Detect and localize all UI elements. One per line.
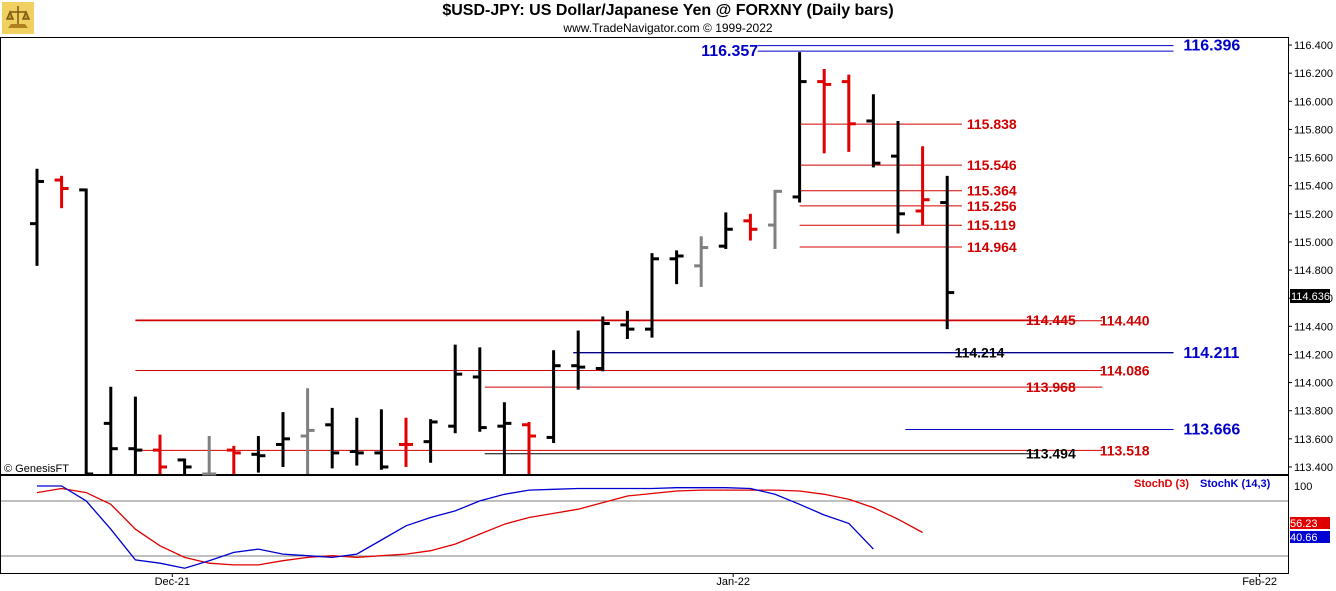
y-tick-label-10: 114.400 bbox=[1294, 321, 1333, 333]
y-tick-label-3: 115.800 bbox=[1294, 124, 1333, 136]
ohlc-bar-23 bbox=[595, 316, 610, 372]
stoch-series-0 bbox=[36, 487, 923, 566]
level-label-11: 114.211 bbox=[1183, 345, 1239, 362]
ohlc-bar-26 bbox=[669, 250, 684, 285]
stochastic-panel: 100 bbox=[36, 481, 1312, 569]
ohlc-bar-15 bbox=[399, 417, 413, 467]
ohlc-bar-10 bbox=[276, 412, 290, 467]
level-label-3: 115.546 bbox=[967, 157, 1017, 173]
level-label-8: 114.445 bbox=[1026, 312, 1076, 328]
ohlc-bar-1 bbox=[54, 175, 69, 209]
ohlc-bar-20 bbox=[522, 421, 536, 474]
level-labels: 116.357 116.396 115.838 115.546 115.364115.2… bbox=[701, 38, 1240, 462]
y-tick-label-5: 115.400 bbox=[1294, 181, 1333, 193]
ohlc-bar-18 bbox=[472, 347, 487, 432]
level-label-13: 113.968 bbox=[1026, 379, 1076, 395]
level-label-10: 114.214 bbox=[955, 344, 1005, 360]
ohlc-bar-36 bbox=[915, 146, 930, 226]
ohlc-bar-6 bbox=[177, 458, 192, 474]
y-tick-label-7: 115.000 bbox=[1294, 237, 1333, 249]
ohlc-bar-8 bbox=[226, 445, 241, 474]
ohlc-bar-19 bbox=[497, 402, 512, 474]
ohlc-bar-11 bbox=[300, 388, 315, 474]
level-label-15: 113.518 bbox=[1100, 442, 1150, 458]
ohlc-bar-25 bbox=[645, 253, 659, 338]
last-price-box: 114.636 bbox=[1290, 289, 1330, 303]
stochk-last-value: 40.66 bbox=[1290, 532, 1318, 544]
stoch-y-tick-label-0: 100 bbox=[1294, 481, 1312, 493]
price-y-axis: 116.400 116.200 116.000 115.800 115.600 115.4… bbox=[1288, 40, 1333, 474]
ohlc-bar-35 bbox=[891, 120, 905, 234]
stoch-series-1 bbox=[37, 485, 874, 569]
level-label-1: 116.396 bbox=[1183, 38, 1240, 55]
y-tick-label-12: 114.000 bbox=[1294, 378, 1333, 390]
y-tick-label-8: 114.800 bbox=[1294, 265, 1333, 277]
ohlc-bar-21 bbox=[546, 350, 561, 444]
ohlc-bar-9 bbox=[251, 436, 266, 473]
ohlc-bar-16 bbox=[423, 419, 438, 463]
chart-header: $USD-JPY: US Dollar/Japanese Yen @ FORXN… bbox=[0, 0, 1336, 37]
x-tick-label-1: Jan-22 bbox=[716, 576, 750, 588]
level-label-7: 114.964 bbox=[967, 239, 1017, 255]
x-axis: Dec-21 Jan-22 Feb-22 bbox=[155, 573, 1277, 588]
price-panel-frame bbox=[0, 37, 1289, 475]
stoch-value-boxes: 56.23 40.66 bbox=[1290, 517, 1330, 544]
ohlc-bar-29 bbox=[743, 213, 758, 241]
stochd-legend-label: StochD (3) bbox=[1134, 478, 1189, 490]
stoch-legend: StochD (3) StochK (14,3) bbox=[1134, 478, 1271, 490]
ohlc-bar-0 bbox=[30, 168, 44, 266]
chart-title: $USD-JPY: US Dollar/Japanese Yen @ FORXN… bbox=[442, 2, 894, 19]
level-label-9: 114.440 bbox=[1100, 313, 1150, 329]
genesisft-watermark: © GenesisFT bbox=[4, 463, 69, 475]
y-tick-label-1: 116.200 bbox=[1294, 68, 1333, 80]
y-tick-label-11: 114.200 bbox=[1294, 349, 1333, 361]
y-tick-label-13: 113.800 bbox=[1294, 406, 1333, 418]
y-tick-label-0: 116.400 bbox=[1294, 40, 1333, 52]
level-label-14: 113.666 bbox=[1183, 422, 1240, 439]
price-bars bbox=[30, 52, 955, 476]
level-label-12: 114.086 bbox=[1100, 362, 1150, 378]
ohlc-bar-17 bbox=[448, 344, 463, 434]
ohlc-bar-12 bbox=[325, 407, 340, 469]
ohlc-bar-32 bbox=[817, 68, 832, 154]
level-label-5: 115.256 bbox=[967, 198, 1017, 214]
ohlc-bar-3 bbox=[103, 386, 118, 474]
level-label-16: 113.494 bbox=[1026, 446, 1076, 462]
ohlc-bar-4 bbox=[128, 396, 143, 474]
x-tick-label-2: Feb-22 bbox=[1242, 576, 1277, 588]
chart-frames bbox=[0, 37, 1289, 574]
ohlc-bar-22 bbox=[571, 330, 586, 390]
ohlc-bar-37 bbox=[940, 175, 955, 330]
stoch-panel-frame bbox=[0, 475, 1289, 574]
level-label-4: 115.364 bbox=[967, 183, 1017, 199]
last-price-label: 114.636 bbox=[1291, 291, 1330, 303]
stochd-last-value: 56.23 bbox=[1290, 518, 1318, 530]
ohlc-bar-7 bbox=[202, 436, 217, 476]
level-label-6: 115.119 bbox=[967, 217, 1016, 233]
y-tick-label-14: 113.600 bbox=[1294, 434, 1333, 446]
ohlc-bar-24 bbox=[620, 310, 635, 339]
ohlc-bar-30 bbox=[768, 189, 782, 249]
y-tick-label-15: 113.400 bbox=[1294, 462, 1333, 474]
trade-navigator-logo-icon bbox=[2, 2, 34, 34]
y-tick-label-2: 116.000 bbox=[1294, 96, 1333, 108]
ohlc-bar-33 bbox=[841, 74, 856, 152]
level-label-2: 115.838 bbox=[967, 116, 1017, 132]
y-tick-label-4: 115.600 bbox=[1294, 153, 1333, 165]
ohlc-bar-5 bbox=[153, 434, 167, 474]
y-tick-label-6: 115.200 bbox=[1294, 209, 1333, 221]
stochk-legend-label: StochK (14,3) bbox=[1200, 478, 1271, 490]
ohlc-bar-27 bbox=[694, 236, 709, 287]
ohlc-bar-28 bbox=[718, 212, 733, 249]
ohlc-bar-2 bbox=[79, 188, 94, 476]
ohlc-bar-13 bbox=[349, 417, 364, 466]
level-lines bbox=[135, 45, 1174, 455]
ohlc-bar-34 bbox=[866, 94, 881, 168]
ohlc-bar-31 bbox=[792, 52, 807, 203]
x-tick-label-0: Dec-21 bbox=[155, 576, 190, 588]
chart-subtitle: www.TradeNavigator.com © 1999-2022 bbox=[563, 21, 773, 35]
level-label-0: 116.357 bbox=[701, 43, 758, 60]
ohlc-bar-14 bbox=[374, 409, 389, 470]
